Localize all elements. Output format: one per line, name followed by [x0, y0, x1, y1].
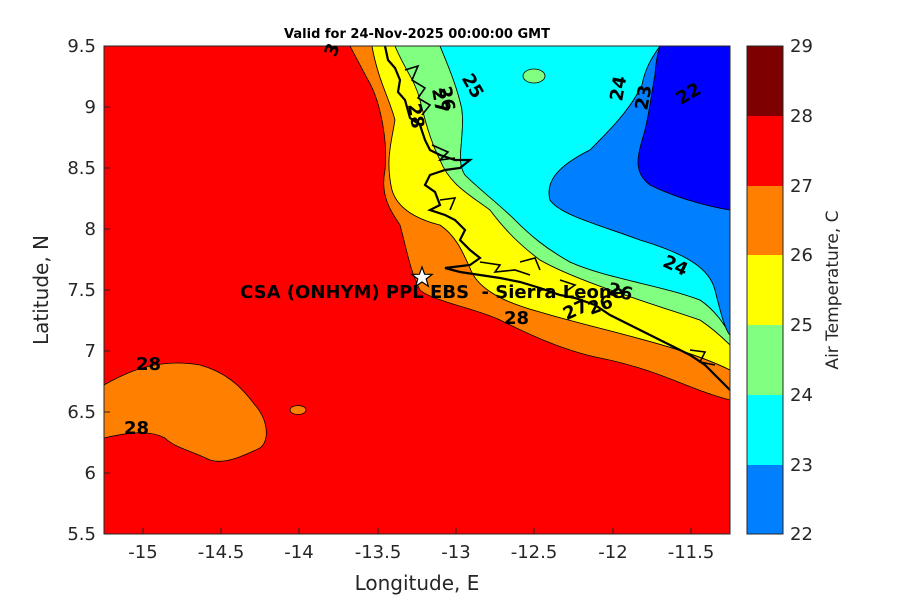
colorbar-swatch — [747, 46, 783, 116]
y-tick-label: 9 — [85, 97, 96, 118]
x-tick-label: -13 — [441, 542, 470, 563]
contour-label: 28 — [136, 354, 161, 375]
x-tick-label: -15 — [128, 542, 157, 563]
site-label: CSA (ONHYM) PPL EBS - Sierra Leone — [240, 282, 624, 303]
colorbar-swatch — [747, 255, 783, 325]
y-tick-label: 9.5 — [67, 36, 96, 57]
y-tick-label: 5.5 — [67, 524, 96, 545]
colorbar-swatch — [747, 465, 783, 534]
colorbar-tick: 26 — [790, 245, 813, 266]
contour-label: 28 — [124, 418, 149, 439]
y-tick-label: 8.5 — [67, 158, 96, 179]
x-tick-label: -12 — [598, 542, 627, 563]
colorbar-tick: 27 — [790, 176, 813, 197]
y-tick-label: 8 — [85, 219, 96, 240]
y-axis-label: Latitude, N — [29, 235, 53, 345]
contour-label: 28 — [504, 308, 529, 329]
patch-27-sw — [104, 362, 267, 462]
y-tick-label: 6 — [85, 463, 96, 484]
colorbar-swatch — [747, 116, 783, 186]
x-tick-label: -14.5 — [198, 542, 245, 563]
blob-25 — [522, 68, 546, 84]
colorbar: 29 28 27 26 25 24 23 22 Air Temperature,… — [746, 36, 843, 545]
contour-label: 23 — [631, 83, 656, 111]
colorbar-swatch — [747, 325, 783, 395]
y-tick-label: 6.5 — [67, 402, 96, 423]
colorbar-tick: 28 — [790, 106, 813, 127]
colorbar-tick: 23 — [790, 455, 813, 476]
x-axis-label: Longitude, E — [355, 571, 480, 595]
colorbar-tick: 22 — [790, 524, 813, 545]
y-axis: 9.5 9 8.5 8 7.5 7 6.5 6 5.5 Latitude, N — [29, 36, 110, 545]
colorbar-swatch — [747, 395, 783, 465]
x-tick-label: -11.5 — [668, 542, 715, 563]
contour-label: 27 — [427, 87, 452, 115]
y-tick-label: 7 — [85, 341, 96, 362]
star-icon — [410, 265, 434, 288]
contour-field — [104, 46, 730, 534]
colorbar-label: Air Temperature, C — [823, 210, 843, 369]
colorbar-tick: 25 — [790, 315, 813, 336]
x-tick-label: -12.5 — [511, 542, 558, 563]
colorbar-swatch — [747, 186, 783, 256]
colorbar-frame — [746, 45, 784, 535]
band-22 — [637, 46, 730, 211]
x-tick-label: -13.5 — [355, 542, 402, 563]
colorbar-tick: 24 — [790, 385, 813, 406]
contour-label: 24 — [606, 74, 631, 102]
y-tick-label: 7.5 — [67, 280, 96, 301]
x-axis: -15 -14.5 -14 -13.5 -13 -12.5 -12 -11.5 … — [128, 528, 714, 595]
contour-label: 26 — [434, 85, 459, 113]
coastline — [383, 46, 730, 391]
contour-label: 28 — [403, 102, 428, 130]
colorbar-tick: 29 — [790, 36, 813, 57]
blob-27 — [289, 405, 307, 415]
chart-title: Valid for 24-Nov-2025 00:00:00 GMT — [284, 27, 550, 42]
x-tick-label: -14 — [284, 542, 313, 563]
coastline-detail — [404, 64, 716, 366]
